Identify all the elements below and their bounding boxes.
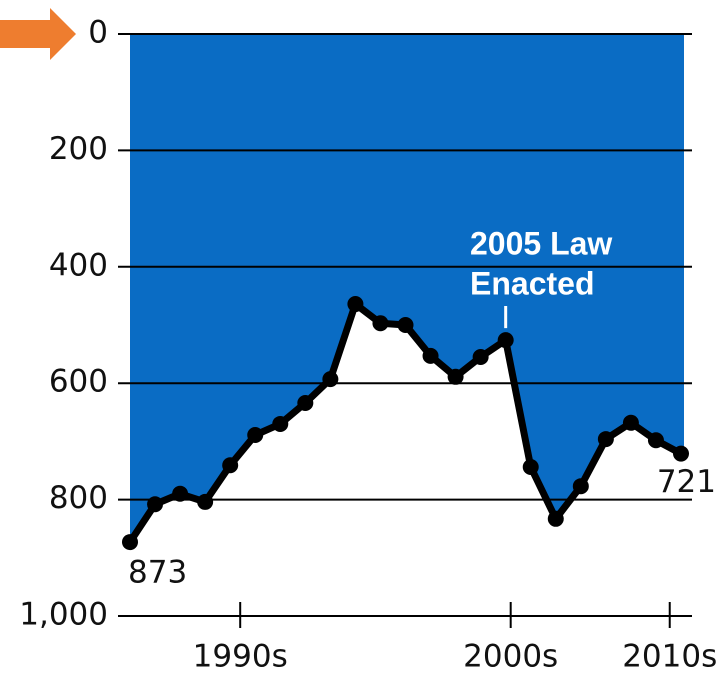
- point: [447, 368, 464, 385]
- point: [222, 457, 239, 474]
- y-tick-label: 800: [49, 480, 108, 516]
- point: [472, 349, 489, 366]
- area: [130, 34, 684, 543]
- x-tick-label: 2010s: [622, 639, 717, 674]
- point: [272, 415, 289, 432]
- y-tick-label: 200: [49, 131, 108, 167]
- point: [197, 493, 214, 510]
- point: [522, 459, 539, 476]
- x-tick-label: 2000s: [463, 639, 558, 674]
- arrow-icon: [0, 8, 76, 60]
- point: [322, 371, 339, 388]
- point: [347, 296, 364, 313]
- point: [297, 394, 314, 411]
- point: [372, 315, 389, 332]
- point: [422, 347, 439, 364]
- point: [547, 510, 564, 527]
- point: [572, 478, 589, 495]
- y-tick-label: 1,000: [19, 597, 108, 633]
- point: [122, 534, 138, 551]
- x-tick-label: 1990s: [193, 639, 288, 674]
- point: [247, 426, 264, 443]
- y-tick-label: 600: [49, 364, 108, 400]
- data-label: 721: [657, 464, 716, 500]
- data-label: 873: [128, 555, 187, 591]
- point: [673, 445, 689, 462]
- annotation: 2005 Law: [470, 225, 612, 261]
- point: [147, 496, 164, 513]
- point: [622, 414, 639, 431]
- point: [397, 317, 414, 333]
- point: [172, 485, 189, 502]
- point: [497, 332, 514, 349]
- point: [597, 431, 614, 448]
- y-tick-label: 400: [49, 247, 108, 283]
- point: [647, 432, 664, 449]
- y-tick-label: 0: [88, 15, 108, 51]
- annotation: Enacted: [470, 265, 594, 301]
